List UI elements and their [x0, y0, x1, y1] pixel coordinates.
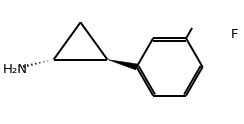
Polygon shape — [107, 60, 137, 70]
Text: F: F — [231, 28, 238, 41]
Text: H₂N: H₂N — [2, 63, 27, 76]
